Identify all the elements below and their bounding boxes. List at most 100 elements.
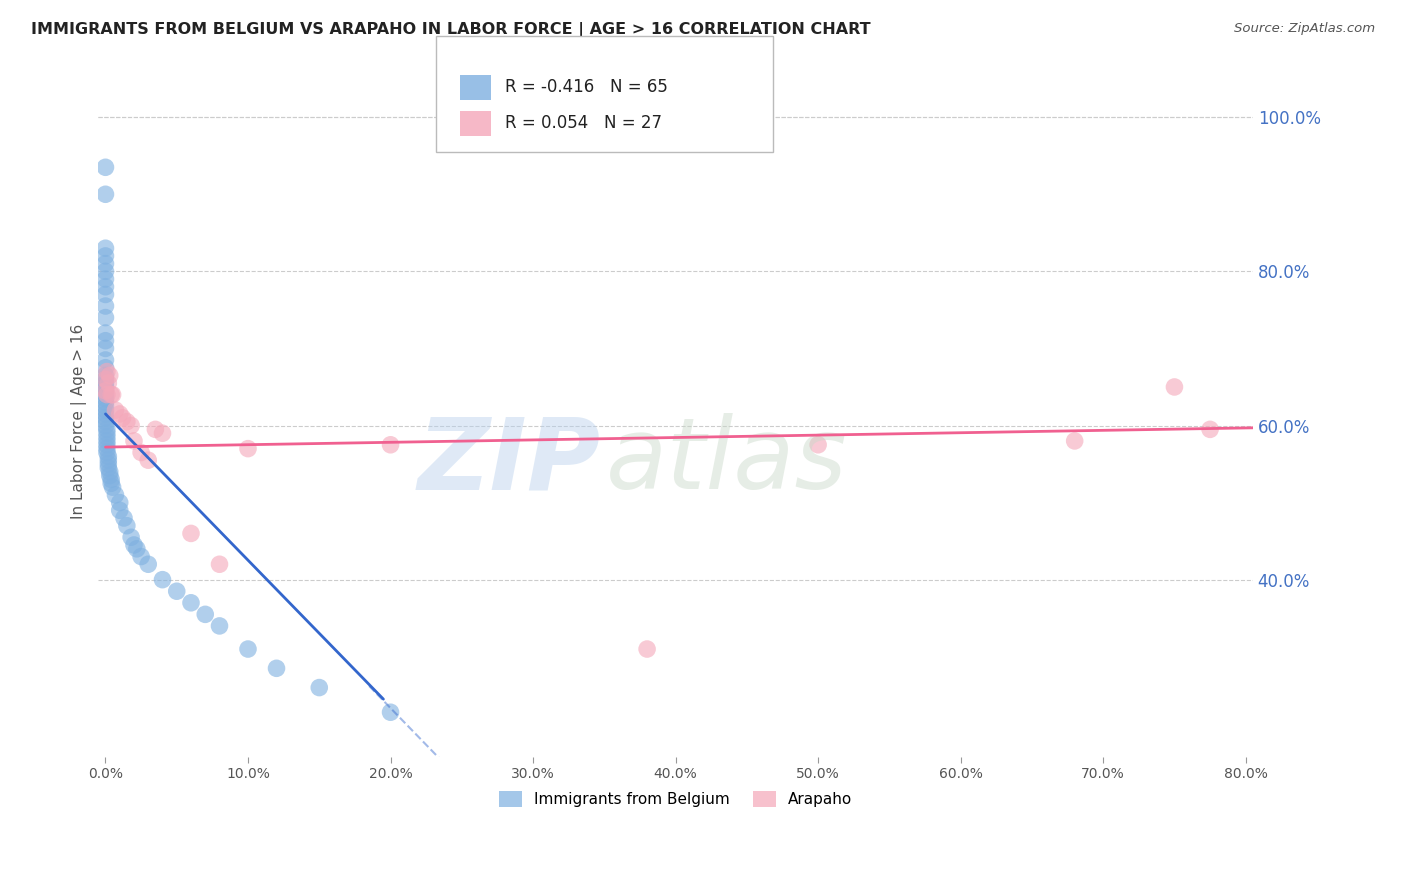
Point [94, 299, 117, 313]
Point [96, 442, 118, 456]
Point [94, 395, 117, 409]
Point [94, 353, 117, 368]
Point [101, 480, 124, 494]
Point [380, 438, 402, 452]
Point [136, 558, 159, 572]
Point [1063, 434, 1085, 448]
Point [96, 365, 118, 379]
Point [97, 457, 120, 471]
Point [94, 241, 117, 255]
Point [94, 407, 117, 421]
Point [180, 526, 202, 541]
Text: ZIP: ZIP [418, 413, 600, 510]
Point [129, 445, 152, 459]
Point [94, 415, 117, 429]
Point [94, 187, 117, 202]
Point [108, 407, 131, 421]
Point [94, 418, 117, 433]
Point [98, 465, 121, 479]
Point [194, 607, 217, 622]
Point [266, 661, 288, 675]
Point [96, 445, 118, 459]
Point [136, 453, 159, 467]
Point [120, 418, 142, 433]
Text: R = 0.054   N = 27: R = 0.054 N = 27 [505, 114, 662, 132]
Point [807, 438, 830, 452]
Point [180, 596, 202, 610]
Point [104, 403, 127, 417]
Text: R = -0.416   N = 65: R = -0.416 N = 65 [505, 78, 668, 96]
Point [122, 434, 145, 448]
Point [108, 495, 131, 509]
Point [94, 399, 117, 413]
Point [104, 488, 127, 502]
Point [1199, 422, 1222, 436]
Point [166, 584, 188, 599]
Point [100, 473, 122, 487]
Point [122, 538, 145, 552]
Point [94, 310, 117, 325]
Point [115, 415, 138, 429]
Point [94, 326, 117, 340]
Y-axis label: In Labor Force | Age > 16: In Labor Force | Age > 16 [72, 324, 87, 519]
Text: IMMIGRANTS FROM BELGIUM VS ARAPAHO IN LABOR FORCE | AGE > 16 CORRELATION CHART: IMMIGRANTS FROM BELGIUM VS ARAPAHO IN LA… [31, 22, 870, 38]
Point [94, 410, 117, 425]
Point [98, 368, 121, 383]
Point [112, 511, 135, 525]
Point [1163, 380, 1185, 394]
Point [94, 372, 117, 386]
Point [97, 453, 120, 467]
Point [125, 541, 148, 556]
Point [108, 503, 131, 517]
Point [94, 257, 117, 271]
Legend: Immigrants from Belgium, Arapaho: Immigrants from Belgium, Arapaho [494, 785, 858, 813]
Point [94, 334, 117, 348]
Point [152, 426, 174, 441]
Point [96, 387, 118, 401]
Point [236, 442, 259, 456]
Point [308, 681, 330, 695]
Point [94, 360, 117, 375]
Point [100, 476, 122, 491]
Point [94, 387, 117, 401]
Point [152, 573, 174, 587]
Point [101, 387, 124, 401]
Point [120, 530, 142, 544]
Point [98, 468, 121, 483]
Point [115, 518, 138, 533]
Point [380, 705, 402, 719]
Point [100, 387, 122, 401]
Point [636, 642, 658, 657]
Point [129, 549, 152, 564]
Point [96, 434, 118, 448]
Point [94, 249, 117, 263]
Point [94, 403, 117, 417]
Point [94, 368, 117, 383]
Point [96, 430, 118, 444]
Point [96, 438, 118, 452]
Point [96, 426, 118, 441]
Point [94, 287, 117, 301]
Point [94, 342, 117, 356]
Point [97, 450, 120, 464]
Point [97, 376, 120, 391]
Point [96, 422, 118, 436]
Point [208, 558, 231, 572]
Point [94, 372, 117, 386]
Point [236, 642, 259, 657]
Point [94, 380, 117, 394]
Point [97, 461, 120, 475]
Text: Source: ZipAtlas.com: Source: ZipAtlas.com [1234, 22, 1375, 36]
Point [111, 410, 134, 425]
Point [94, 279, 117, 293]
Point [143, 422, 166, 436]
Point [208, 619, 231, 633]
Point [94, 384, 117, 398]
Point [94, 161, 117, 175]
Point [94, 392, 117, 406]
Point [94, 376, 117, 391]
Point [94, 264, 117, 278]
Point [94, 384, 117, 398]
Point [94, 272, 117, 286]
Text: atlas: atlas [606, 413, 848, 510]
